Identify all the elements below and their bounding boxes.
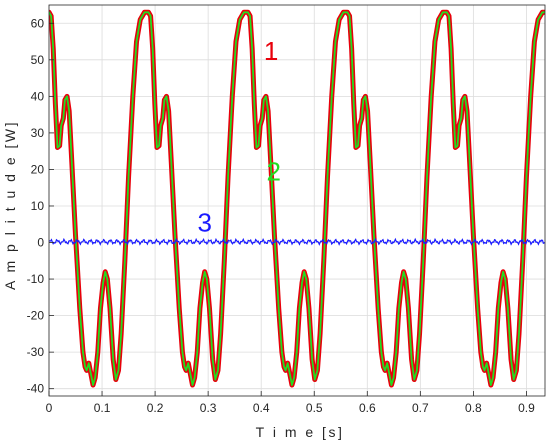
x-tick-label: 0.1 <box>94 401 111 415</box>
y-tick-label: -40 <box>27 382 45 396</box>
x-tick-label: 0.4 <box>253 401 270 415</box>
y-tick-label: 30 <box>31 126 45 140</box>
x-tick-label: 0.3 <box>200 401 217 415</box>
y-tick-label: 40 <box>31 89 45 103</box>
y-tick-label: -30 <box>27 345 45 359</box>
y-tick-label: -10 <box>27 272 45 286</box>
plot-frame <box>48 4 546 397</box>
annotation-label: 1 <box>264 36 278 66</box>
y-axis-label: A m p l i t u d e [W] <box>2 120 18 290</box>
ticks: 0 0.1 0.2 0.3 0.4 0.5 0.6 0.7 0.8 0.9605040302010… <box>27 16 535 415</box>
y-tick-label: 20 <box>31 162 45 176</box>
annotation-label: 3 <box>198 208 212 238</box>
x-axis-label: T i m e [s] <box>256 424 345 440</box>
x-tick-label: 0.9 <box>518 401 535 415</box>
series-layer <box>49 9 545 388</box>
series-2-line <box>49 11 545 386</box>
y-tick-label: 60 <box>31 16 45 30</box>
x-tick-label: 0 <box>46 401 53 415</box>
x-tick-label: 0.8 <box>465 401 482 415</box>
y-tick-label: 50 <box>31 53 45 67</box>
annotations: 1 2 3 <box>198 36 281 238</box>
annotation-label: 2 <box>266 156 280 186</box>
x-tick-label: 0.7 <box>412 401 429 415</box>
x-tick-label: 0.6 <box>359 401 376 415</box>
y-tick-label: -20 <box>27 309 45 323</box>
series-3-line <box>49 237 545 246</box>
y-tick-label: 10 <box>31 199 45 213</box>
x-tick-label: 0.5 <box>306 401 323 415</box>
y-tick-label: 0 <box>37 236 44 250</box>
x-tick-label: 0.2 <box>147 401 164 415</box>
